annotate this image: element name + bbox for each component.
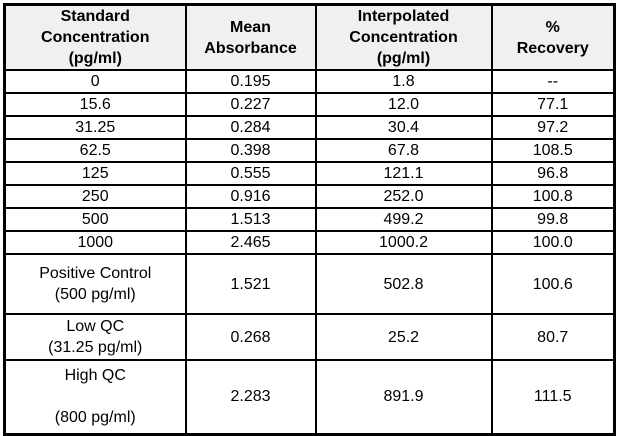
cell-absorbance: 2.283	[184, 359, 317, 435]
col-header-percent-recovery: % Recovery	[490, 3, 616, 71]
table-row: 0 0.195 1.8 --	[3, 69, 616, 94]
cell-recovery: 100.6	[490, 253, 616, 315]
cell-absorbance: 0.284	[184, 115, 317, 140]
cell-interpolated: 67.8	[314, 138, 493, 163]
cell-standard: High QC (800 pg/ml)	[3, 359, 187, 435]
table-row: 1000 2.465 1000.2 100.0	[3, 230, 616, 255]
cell-absorbance: 1.521	[184, 253, 317, 315]
cell-recovery: 97.2	[490, 115, 616, 140]
cell-absorbance: 0.268	[184, 313, 317, 361]
cell-recovery: 111.5	[490, 359, 616, 435]
cell-recovery: 96.8	[490, 161, 616, 186]
cell-standard: 250	[3, 184, 187, 209]
table-row: 125 0.555 121.1 96.8	[3, 161, 616, 186]
cell-standard: 0	[3, 69, 187, 94]
table-row-positive-control: Positive Control (500 pg/ml) 1.521 502.8…	[3, 253, 616, 315]
cell-interpolated: 502.8	[314, 253, 493, 315]
table-row-high-qc: High QC (800 pg/ml) 2.283 891.9 111.5	[3, 359, 616, 435]
cell-interpolated: 12.0	[314, 92, 493, 117]
cell-interpolated: 30.4	[314, 115, 493, 140]
cell-absorbance: 0.398	[184, 138, 317, 163]
cell-absorbance: 0.195	[184, 69, 317, 94]
table-row-low-qc: Low QC (31.25 pg/ml) 0.268 25.2 80.7	[3, 313, 616, 361]
cell-recovery: 108.5	[490, 138, 616, 163]
cell-interpolated: 121.1	[314, 161, 493, 186]
cell-interpolated: 891.9	[314, 359, 493, 435]
col-header-standard-concentration: Standard Concentration (pg/ml)	[3, 3, 187, 71]
cell-recovery: 77.1	[490, 92, 616, 117]
cell-absorbance: 1.513	[184, 207, 317, 232]
cell-recovery: 99.8	[490, 207, 616, 232]
table-row: 62.5 0.398 67.8 108.5	[3, 138, 616, 163]
cell-interpolated: 252.0	[314, 184, 493, 209]
cell-standard: 31.25	[3, 115, 187, 140]
table-row: 500 1.513 499.2 99.8	[3, 207, 616, 232]
cell-recovery: 100.8	[490, 184, 616, 209]
cell-standard: 62.5	[3, 138, 187, 163]
recovery-assay-table: Standard Concentration (pg/ml) Mean Abso…	[3, 3, 616, 436]
cell-interpolated: 499.2	[314, 207, 493, 232]
table-row: 250 0.916 252.0 100.8	[3, 184, 616, 209]
col-header-interpolated-concentration: Interpolated Concentration (pg/ml)	[314, 3, 493, 71]
col-header-mean-absorbance: Mean Absorbance	[184, 3, 317, 71]
cell-recovery: --	[490, 69, 616, 94]
cell-recovery: 100.0	[490, 230, 616, 255]
cell-standard: Positive Control (500 pg/ml)	[3, 253, 187, 315]
table-row: 15.6 0.227 12.0 77.1	[3, 92, 616, 117]
cell-standard: 15.6	[3, 92, 187, 117]
cell-absorbance: 2.465	[184, 230, 317, 255]
cell-interpolated: 1.8	[314, 69, 493, 94]
table-row: 31.25 0.284 30.4 97.2	[3, 115, 616, 140]
table-header-row: Standard Concentration (pg/ml) Mean Abso…	[3, 3, 616, 71]
cell-absorbance: 0.916	[184, 184, 317, 209]
cell-standard: 500	[3, 207, 187, 232]
cell-interpolated: 25.2	[314, 313, 493, 361]
cell-recovery: 80.7	[490, 313, 616, 361]
cell-standard: Low QC (31.25 pg/ml)	[3, 313, 187, 361]
cell-absorbance: 0.227	[184, 92, 317, 117]
cell-interpolated: 1000.2	[314, 230, 493, 255]
cell-absorbance: 0.555	[184, 161, 317, 186]
cell-standard: 1000	[3, 230, 187, 255]
cell-standard: 125	[3, 161, 187, 186]
